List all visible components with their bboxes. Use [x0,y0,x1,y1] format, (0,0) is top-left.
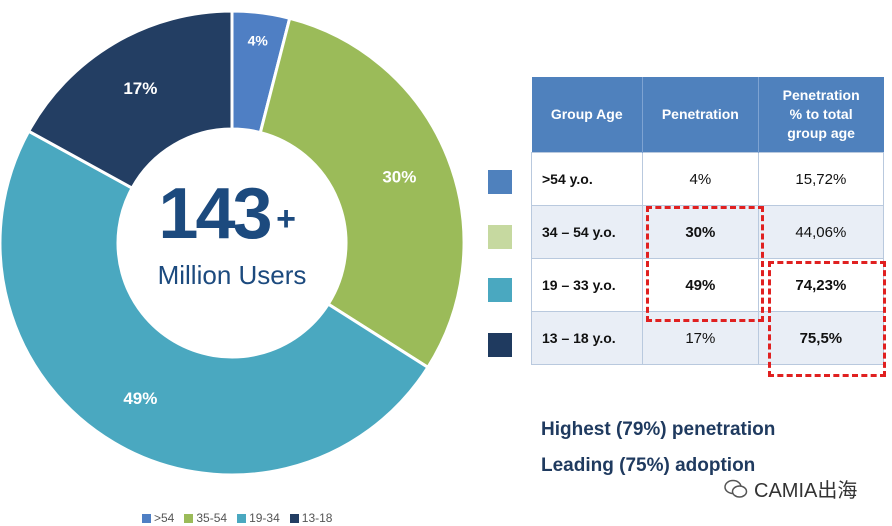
highlight-box-pct-total [768,261,886,377]
slice-data-label: 4% [248,33,269,49]
header-pct-line3: group age [787,125,855,141]
donut-chart: 4% 30% 49% 17% 143 + Million Users [0,9,466,477]
legend-item: >54 [142,510,174,526]
header-group-age: Group Age [531,77,643,153]
cell-penetration: 49% [641,258,759,312]
cell-age: >54 y.o. [531,152,643,206]
legend-item: 19-34 [237,510,280,526]
legend-swatch [184,513,194,523]
center-value: 143 [158,174,270,254]
legend-label: >54 [154,511,175,525]
swatch-row-1 [488,170,512,194]
cell-age: 13 – 18 y.o. [531,311,643,365]
swatch-row-4 [488,333,512,357]
header-pct-line2: % to total [789,106,853,122]
header-pct-total: Penetration % to total group age [758,77,884,153]
slice-labels: 4% 30% 49% 17% [123,33,416,408]
center-label: Million Users [158,260,307,290]
note-line-1: Highest (79%) penetration [541,419,776,440]
cell-pct-total: 74,23% [757,258,885,312]
watermark-text: CAMIA出海 [754,480,858,502]
donut-hole [118,129,346,357]
cell-pct-total: 44,06% [757,205,885,259]
swatch-row-3 [488,278,512,302]
swatch-row-2 [488,225,512,249]
center-suffix: + [276,200,296,238]
cell-pct-total: 75,5% [757,311,885,365]
table-row: 34 – 54 y.o. 30% 44,06% [531,205,885,259]
cell-age: 34 – 54 y.o. [531,205,643,259]
slice-data-label: 17% [123,79,157,98]
legend-swatch [142,513,151,523]
legend-swatch [289,513,299,523]
legend-label: 35-54 [196,511,228,525]
watermark: CAMIA出海 [724,474,857,503]
legend-item: 13-18 [289,510,333,526]
slice-data-label: 49% [123,389,157,408]
cell-age: 19 – 33 y.o. [531,258,643,312]
table-row: 19 – 33 y.o. 49% 74,23% [531,258,885,312]
chart-legend: >54 35-54 19-34 13-18 [142,510,332,526]
highlight-box-penetration [646,206,764,322]
cell-penetration: 30% [641,205,759,259]
note-line-2: Leading (75%) adoption [541,455,756,476]
legend-label: 19-34 [249,511,280,525]
legend-swatch [237,513,247,523]
header-pct-line1: Penetration [782,87,860,103]
cell-pct-total: 15,72% [757,152,885,206]
table-row: >54 y.o. 4% 15,72% [531,152,885,206]
table-header-row: Group Age Penetration Penetration % to t… [531,77,884,153]
chat-bubble-icon [724,479,748,498]
header-penetration: Penetration [642,77,759,153]
donut-slices [0,9,466,477]
slice-data-label: 30% [382,168,416,187]
cell-penetration: 4% [641,152,759,206]
legend-label: 13-18 [301,511,333,525]
legend-item: 35-54 [184,510,227,526]
